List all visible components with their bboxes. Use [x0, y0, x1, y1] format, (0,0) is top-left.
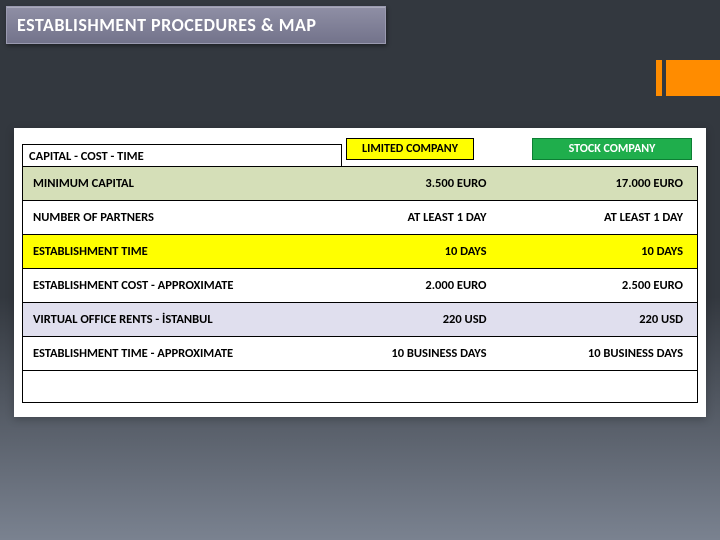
content-card: CAPITAL - COST - TIME LIMITED COMPANY ST…	[14, 128, 706, 417]
column-badge-limited: LIMITED COMPANY	[346, 138, 474, 160]
table-row: VIRTUAL OFFICE RENTS - İSTANBUL220 USD22…	[23, 303, 698, 337]
row-value-stock: 2.500 EURO	[509, 269, 698, 303]
table-row-empty	[23, 371, 698, 403]
row-label: VIRTUAL OFFICE RENTS - İSTANBUL	[23, 303, 327, 337]
comparison-table: MINIMUM CAPITAL3.500 EURO17.000 EURONUMB…	[22, 166, 698, 403]
row-label: ESTABLISHMENT TIME	[23, 235, 327, 269]
slide-title: ESTABLISHMENT PROCEDURES & MAP	[17, 14, 316, 36]
row-value-limited: 220 USD	[326, 303, 508, 337]
column-badge-stock: STOCK COMPANY	[532, 138, 692, 160]
row-value-stock: 10 DAYS	[509, 235, 698, 269]
table-header-row: CAPITAL - COST - TIME LIMITED COMPANY ST…	[22, 136, 698, 166]
row-value-limited: 3.500 EURO	[326, 167, 508, 201]
table-row: ESTABLISHMENT TIME10 DAYS10 DAYS	[23, 235, 698, 269]
row-value-stock: AT LEAST 1 DAY	[509, 201, 698, 235]
row-value-stock: 17.000 EURO	[509, 167, 698, 201]
row-label: ESTABLISHMENT TIME - APPROXIMATE	[23, 337, 327, 371]
slide-title-bar: ESTABLISHMENT PROCEDURES & MAP	[6, 6, 386, 44]
accent-decoration	[666, 60, 720, 96]
table-heading: CAPITAL - COST - TIME	[22, 144, 342, 166]
table-row: MINIMUM CAPITAL3.500 EURO17.000 EURO	[23, 167, 698, 201]
row-value-stock: 10 BUSINESS DAYS	[509, 337, 698, 371]
table-row: ESTABLISHMENT COST - APPROXIMATE2.000 EU…	[23, 269, 698, 303]
table-row: ESTABLISHMENT TIME - APPROXIMATE10 BUSIN…	[23, 337, 698, 371]
table-row: NUMBER OF PARTNERSAT LEAST 1 DAYAT LEAST…	[23, 201, 698, 235]
row-label: MINIMUM CAPITAL	[23, 167, 327, 201]
row-value-limited: AT LEAST 1 DAY	[326, 201, 508, 235]
row-value-limited: 10 DAYS	[326, 235, 508, 269]
row-value-limited: 10 BUSINESS DAYS	[326, 337, 508, 371]
row-value-stock: 220 USD	[509, 303, 698, 337]
row-value-limited: 2.000 EURO	[326, 269, 508, 303]
row-label: ESTABLISHMENT COST - APPROXIMATE	[23, 269, 327, 303]
row-label: NUMBER OF PARTNERS	[23, 201, 327, 235]
